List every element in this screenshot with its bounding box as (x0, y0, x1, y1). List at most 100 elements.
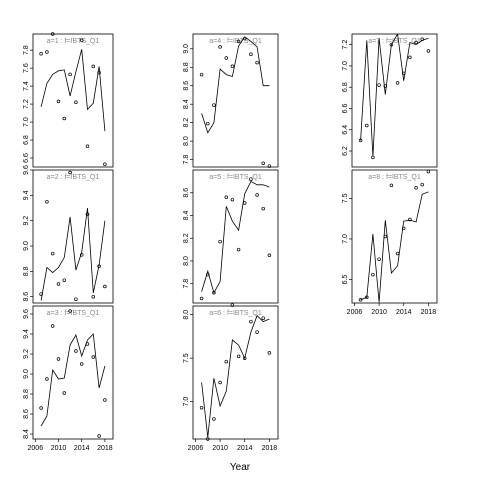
observed-point (242, 201, 247, 205)
y-tick-label: 8.2 (183, 233, 190, 243)
observed-point (267, 351, 272, 355)
x-axis-title: Year (230, 462, 251, 473)
facet-panel: a=4 : f=IBTS_Q1 7.8 8.0 8.2 8.4 8.6 8.8 9.0 (183, 33, 279, 168)
observed-point (79, 253, 84, 257)
panel-strip-label: a=7 : f=IBTS_Q1 (368, 38, 421, 45)
panel-strip-label: a=6 : f=IBTS_Q1 (209, 310, 262, 317)
panel-strip-label: a=8 : f=IBTS_Q1 (368, 174, 421, 181)
y-tick-label: 6.5 (342, 275, 349, 285)
facet-panel: a=7 : f=IBTS_Q1 6.2 6.4 6.6 6.8 7.0 7.2 (342, 33, 438, 168)
observed-point (420, 182, 424, 187)
observed-point (377, 257, 381, 261)
y-tick-label: 9.4 (23, 329, 30, 339)
observed-point (103, 284, 107, 289)
observed-point (85, 144, 90, 149)
x-tick-label: 2018 (262, 445, 278, 452)
panel-frame (32, 169, 114, 304)
observed-point (230, 64, 235, 69)
y-tick-label: 6.4 (342, 125, 349, 135)
y-tick-label: 7.5 (183, 353, 190, 363)
observed-point (261, 316, 265, 320)
facet-panel: a=1 : f=IBTS_Q1 6.6 6.8 7.0 7.2 7.4 7.6 7.8 (23, 32, 114, 168)
observed-point (236, 247, 241, 252)
observed-point (426, 169, 431, 174)
observed-point (212, 103, 216, 107)
observed-point (68, 72, 72, 77)
observed-point (389, 42, 394, 47)
observed-point (389, 183, 394, 188)
observed-point (230, 303, 235, 307)
observed-point (56, 282, 61, 286)
y-tick-label: 7.0 (183, 397, 190, 407)
y-tick-label: 8.0 (183, 136, 190, 146)
observed-point (365, 295, 369, 300)
x-tick-label: 2010 (51, 445, 67, 452)
fitted-line (40, 49, 106, 132)
y-tick-label: 8.4 (183, 99, 190, 109)
panel-frame (32, 305, 114, 440)
observed-point (261, 206, 265, 211)
observed-point (267, 253, 272, 258)
y-tick-label: 6.2 (342, 146, 349, 156)
observed-point (249, 177, 253, 181)
observed-point (206, 272, 210, 277)
observed-point (242, 36, 247, 41)
observed-point (377, 83, 381, 87)
fitted-line (201, 314, 270, 438)
observed-point (267, 164, 272, 168)
observed-point (408, 55, 412, 60)
observed-point (224, 359, 229, 364)
panel-frame (192, 33, 279, 168)
observed-point (199, 405, 204, 410)
observed-point (50, 251, 55, 256)
observed-point (68, 170, 72, 175)
y-tick-label: 7.2 (23, 99, 30, 109)
panel-frame (192, 169, 279, 304)
y-tick-label: 8.6 (183, 81, 190, 91)
observed-point (97, 264, 101, 269)
y-tick-label: 9.2 (23, 349, 30, 359)
observed-point (74, 349, 78, 353)
panel-frame (351, 169, 438, 304)
observed-point (358, 138, 363, 143)
y-tick-label: 8.6 (23, 409, 30, 419)
x-tick-label: 2006 (188, 445, 204, 452)
observed-point (50, 324, 55, 328)
observed-point (383, 234, 388, 239)
observed-point (249, 52, 253, 57)
observed-point (230, 197, 235, 202)
observed-point (224, 56, 229, 60)
observed-point (79, 38, 84, 43)
y-tick-label: 9.0 (23, 369, 30, 379)
observed-point (358, 298, 363, 302)
y-tick-label: 9.6 (23, 309, 30, 319)
y-tick-label: 7.5 (342, 193, 349, 203)
facet-panel: a=5 : f=IBTS_Q1 7.8 8.0 8.2 8.4 8.6 (183, 169, 279, 304)
panel-strip-label: a=1 : f=IBTS_Q1 (47, 38, 100, 45)
observed-point (39, 52, 43, 56)
y-tick-label: 9.4 (23, 190, 30, 200)
facet-panel: a=8 : f=IBTS_Q1 6.5 7.0 7.5 2006 2010 2014 2018 (342, 169, 438, 316)
y-tick-label: 8.8 (183, 62, 190, 72)
facet-panel: a=2 : f=IBTS_Q1 8.6 8.8 9.0 9.2 9.4 9.6 (23, 165, 114, 304)
panel-strip-label: a=3 : f=IBTS_Q1 (47, 310, 100, 317)
observed-point (383, 84, 388, 88)
observed-point (224, 195, 229, 200)
y-tick-label: 7.0 (342, 61, 349, 71)
observed-point (255, 193, 259, 197)
y-tick-label: 8.8 (23, 266, 30, 276)
observed-point (45, 199, 49, 204)
observed-point (255, 330, 259, 334)
y-tick-label: 9.0 (183, 44, 190, 54)
observed-point (50, 32, 55, 36)
observed-point (97, 70, 101, 75)
y-tick-label: 6.8 (23, 135, 30, 145)
y-tick-label: 6.8 (342, 82, 349, 92)
observed-point (103, 398, 107, 402)
y-tick-label: 7.4 (23, 81, 30, 91)
y-tick-label: 7.0 (23, 117, 30, 127)
observed-point (212, 417, 216, 421)
observed-point (74, 100, 78, 105)
observed-point (242, 356, 247, 360)
fitted-line (201, 36, 270, 134)
